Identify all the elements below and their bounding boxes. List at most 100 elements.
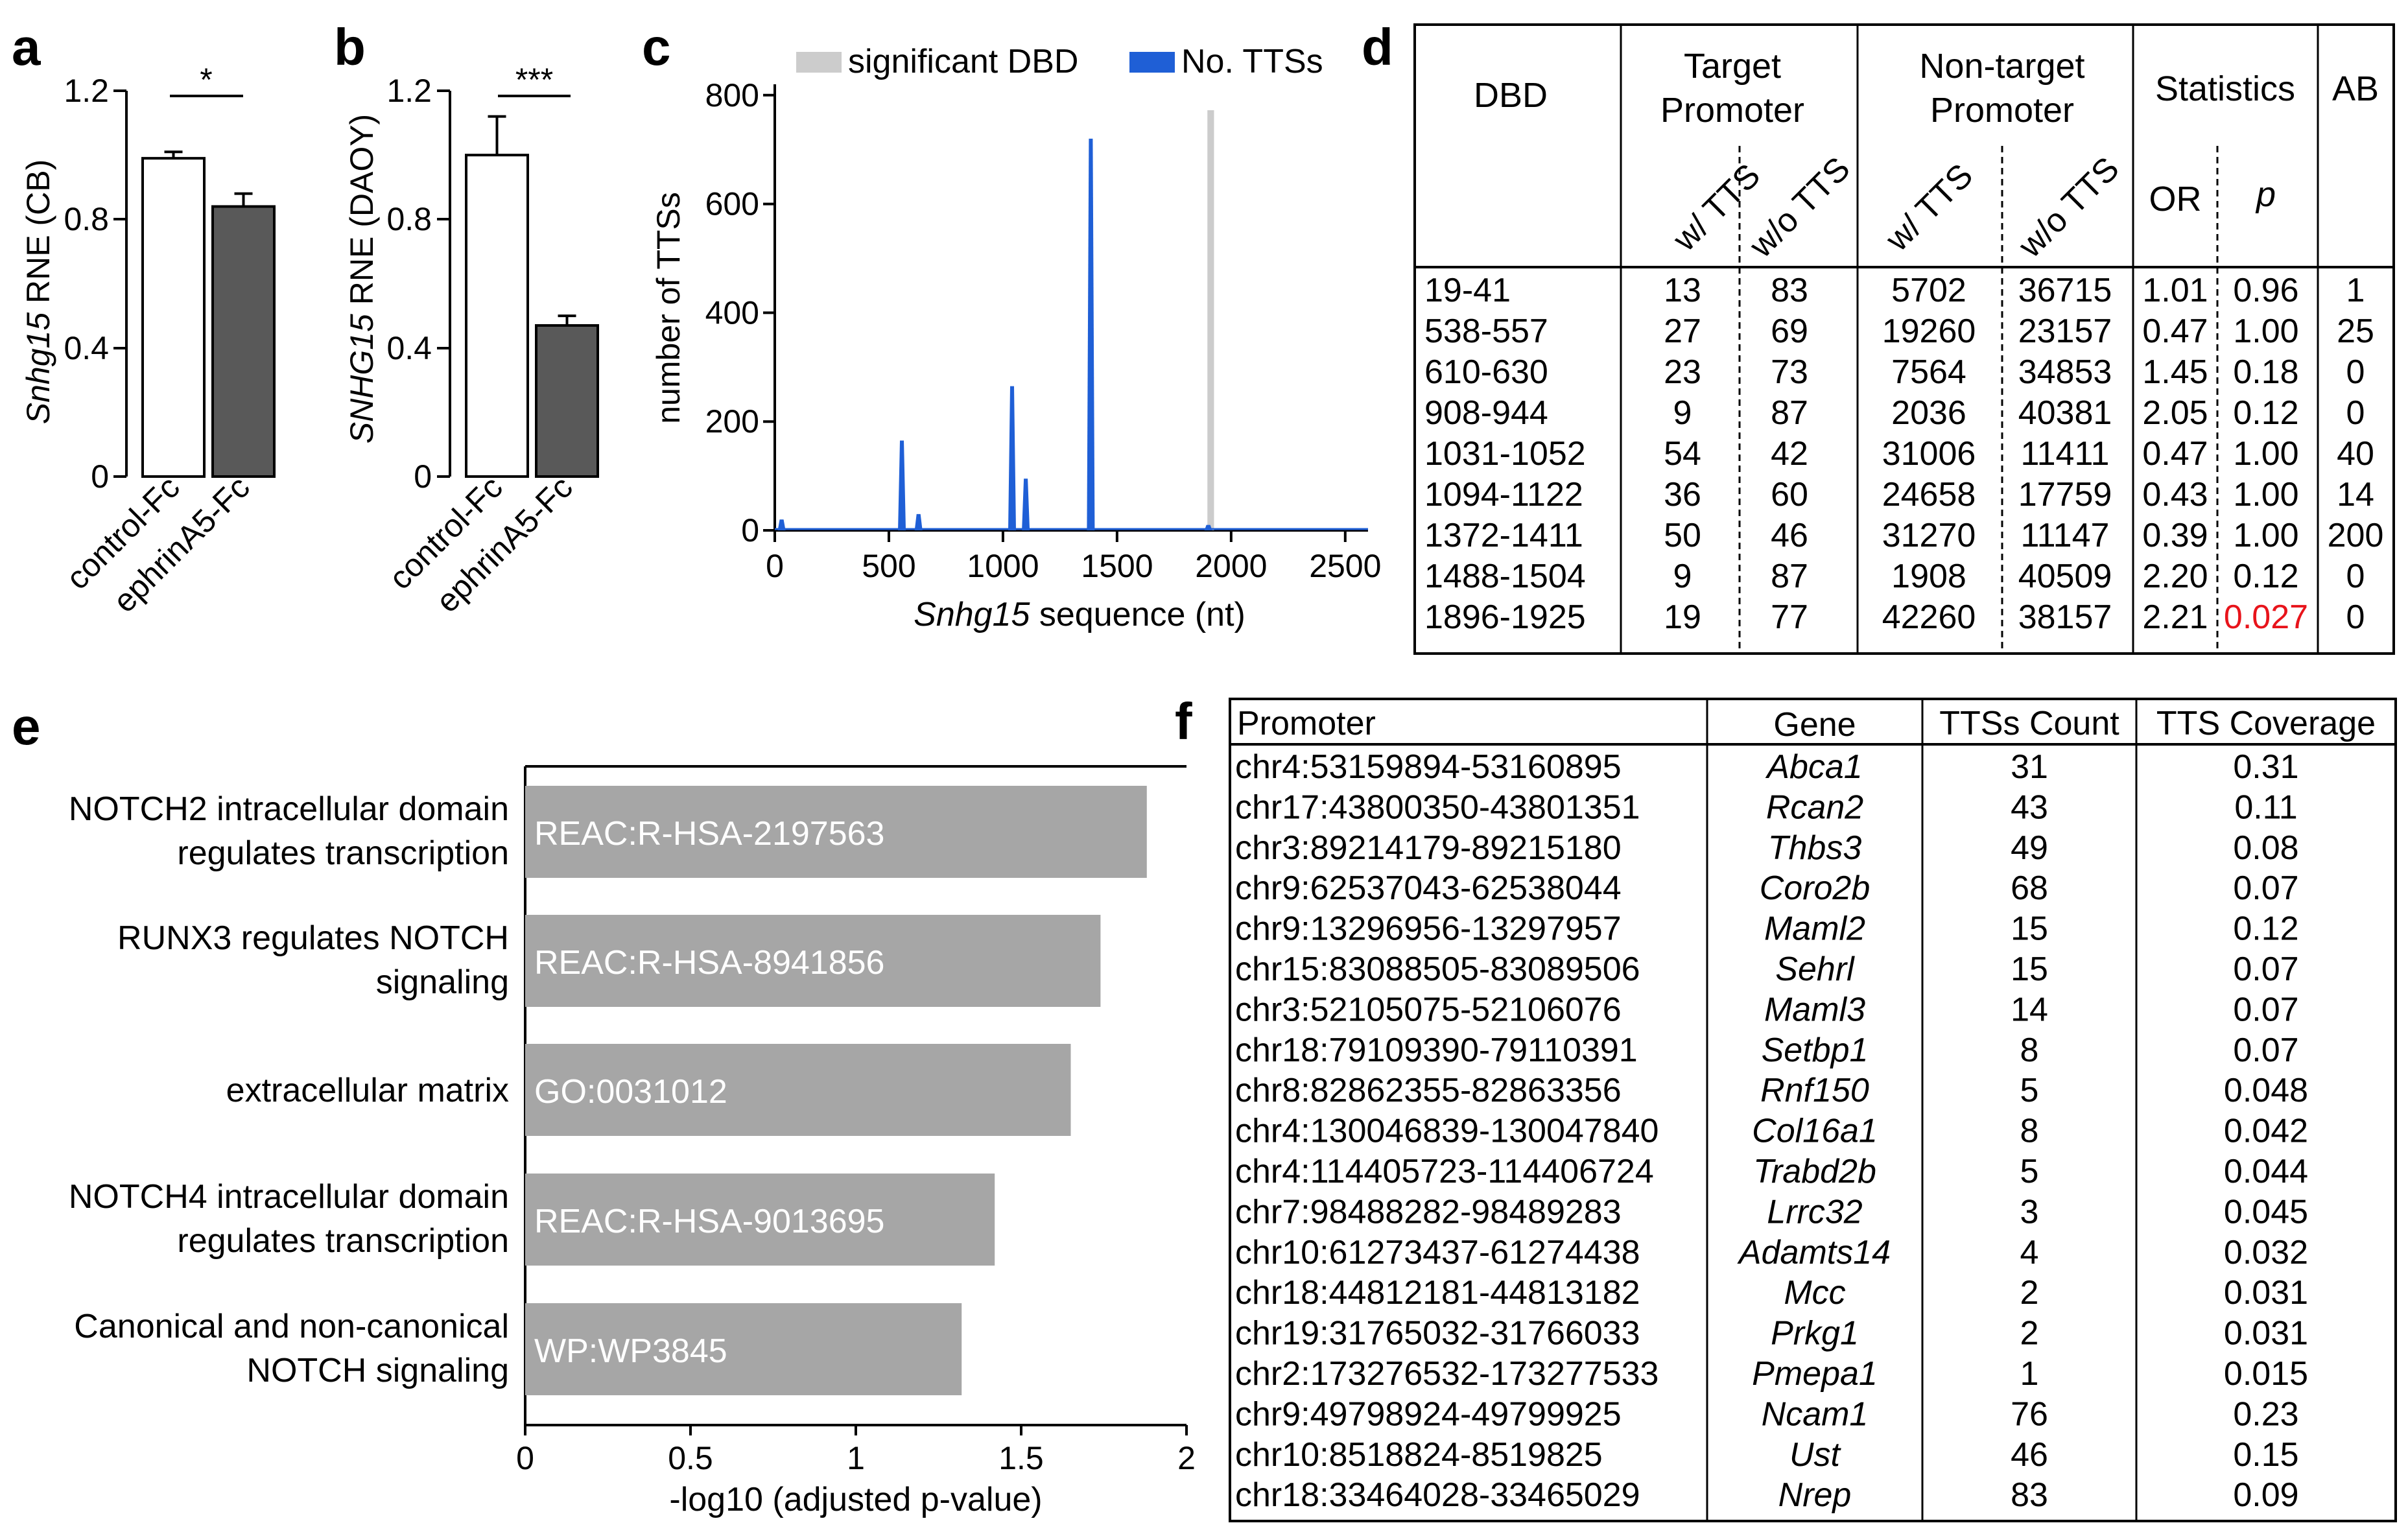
table-d-cell: 87 [1771, 394, 1808, 432]
pathway-bar [525, 1044, 1071, 1136]
table-d-cell: 2.20 [2142, 558, 2208, 595]
table-f-cell: Sehrl [1775, 950, 1855, 988]
pathway-bar [525, 786, 1147, 878]
table-f-cell: Setbp1 [1762, 1032, 1869, 1069]
table-d-cell: 538-557 [1424, 313, 1548, 350]
table-d-cell: 1.45 [2142, 353, 2208, 391]
table-f-cell: 8 [2020, 1113, 2039, 1150]
table-d-cell: 0.12 [2233, 558, 2298, 595]
table-f-cell: chr18:44812181-44813182 [1235, 1274, 1640, 1312]
panel-c-x-tick-label: 2000 [1195, 548, 1267, 584]
table-f-cell: chr2:173276532-173277533 [1235, 1355, 1658, 1393]
table-d-cell: 13 [1664, 272, 1701, 309]
table-d-cell: 38157 [2018, 598, 2112, 636]
table-f-cell: 0.11 [2234, 788, 2297, 826]
table-f-cell: Thbs3 [1768, 829, 1862, 867]
table-d-cell: 60 [1771, 476, 1808, 513]
table-f-cell: 46 [2011, 1436, 2048, 1474]
pathway-label: Canonical and non-canonical [74, 1308, 509, 1345]
table-f-cell: chr19:31765032-31766033 [1235, 1315, 1640, 1352]
table-d-header-target-1: Target [1684, 47, 1781, 86]
panel-c-y-tick-label: 800 [705, 77, 759, 113]
table-f-cell: chr10:61273437-61274438 [1235, 1234, 1640, 1271]
table-f-cell: chr3:89214179-89215180 [1235, 829, 1622, 867]
pathway-id-label: GO:0031012 [534, 1073, 727, 1111]
pathway-bar [525, 1174, 995, 1266]
table-d-cell: 69 [1771, 313, 1808, 350]
table-f-cell: Coro2b [1760, 869, 1871, 907]
table-d-cell: 31270 [1882, 517, 1976, 554]
table-d-header-target-wo-tts: w/o TTS [1742, 150, 1858, 265]
table-d-cell: 46 [1771, 517, 1808, 554]
pathway-bar [525, 1303, 962, 1395]
table-f-cell: 49 [2011, 829, 2048, 867]
panel-c-x-tick-label: 0 [766, 548, 784, 584]
table-d-cell: 25 [2337, 313, 2374, 350]
panel-c-x-tick-label: 500 [862, 548, 915, 584]
panel-a-tick-label: 1.2 [64, 73, 109, 109]
panel-e-x-tick-label: 1 [847, 1440, 865, 1476]
table-f-cell: 8 [2020, 1032, 2039, 1069]
table-f-cell: Nrep [1778, 1476, 1852, 1514]
table-f-cell: Prkg1 [1771, 1315, 1859, 1352]
table-d-cell: 40381 [2018, 394, 2112, 432]
table-d-cell: 19260 [1882, 313, 1976, 350]
table-d-cell: 11411 [2021, 435, 2110, 473]
panel-c-x-tick-label: 2500 [1309, 548, 1381, 584]
panel-b-tick-label: 0.4 [386, 330, 432, 366]
panel-a-ylabel-gene: Snhg15 [20, 313, 56, 425]
panel-e-xlabel: -log10 (adjusted p-value) [669, 1481, 1042, 1518]
panel-letter-b: b [334, 18, 366, 76]
panel-b-significance: *** [515, 62, 553, 98]
table-f-cell: Adamts14 [1737, 1234, 1891, 1271]
legend-label-significant-dbd: significant DBD [848, 43, 1078, 80]
legend-label-no-ttss: No. TTSs [1181, 43, 1323, 80]
panel-letter-c: c [642, 18, 671, 76]
panel-a-bar-control-Fc [141, 157, 206, 478]
table-d-border [1413, 23, 2395, 655]
table-f-cell: 0.07 [2233, 1032, 2298, 1069]
legend-swatch-no-ttss [1129, 52, 1175, 73]
legend-swatch-significant-dbd [796, 52, 842, 73]
table-d-cell: 5702 [1891, 272, 1966, 309]
table-f-cell: chr3:52105075-52106076 [1235, 991, 1622, 1028]
table-d-cell: 2.05 [2142, 394, 2208, 432]
table-d-cell: 9 [1673, 558, 1692, 595]
panel-e-marks: REAC:R-HSA-2197563 NOTCH2 intracellular d… [69, 786, 1196, 1476]
table-d-cell: 1908 [1891, 558, 1966, 595]
pathway-label: NOTCH signaling [246, 1352, 509, 1389]
panel-c-ylabel: number of TTSs [650, 192, 687, 424]
panel-a-ylabel-rest: RNE (CB) [20, 159, 56, 313]
table-f-cell: 0.031 [2224, 1274, 2308, 1312]
table-d-cell: 1094-1122 [1424, 476, 1583, 513]
table-f-cell: 0.045 [2224, 1193, 2308, 1231]
tts-peak [1008, 386, 1016, 530]
table-d-cell: 1.00 [2233, 476, 2298, 513]
table-f-cell: 0.048 [2224, 1072, 2308, 1109]
table-d-cell: 908-944 [1424, 394, 1548, 432]
panel-c-x-tick-label: 1000 [967, 548, 1039, 584]
table-d-cell: 77 [1771, 598, 1808, 636]
table-f-cell: Lrrc32 [1767, 1193, 1862, 1231]
table-f-cell: 15 [2011, 910, 2048, 948]
table-d-cell: 17759 [2018, 476, 2112, 513]
panel-e: e REAC:R-HSA-2197563 NOTCH2 intracellular… [12, 698, 1196, 1518]
table-d-cell: 1896-1925 [1424, 598, 1586, 636]
table-f-cell: Trabd2b [1753, 1153, 1876, 1190]
table-f-cell: Col16a1 [1752, 1113, 1878, 1150]
table-f-cell: chr4:130046839-130047840 [1235, 1113, 1658, 1150]
table-d-header-nontarget-2: Promoter [1930, 91, 2074, 130]
table-d-header-ab: AB [2332, 69, 2379, 108]
panel-b-ylabel-rest: RNE (DAOY) [344, 114, 380, 314]
table-f-cell: chr15:83088505-83089506 [1235, 950, 1640, 988]
table-d-header-nontarget-w-tts: w/ TTS [1878, 157, 1980, 259]
table-f-cell: Rcan2 [1766, 788, 1863, 826]
table-f-cell: Ncam1 [1762, 1395, 1869, 1433]
panel-c-y-tick-label: 200 [705, 403, 759, 440]
table-f-cell: chr7:98488282-98489283 [1235, 1193, 1622, 1231]
table-d-cell: 1.00 [2233, 435, 2298, 473]
table-f-cell: 0.032 [2224, 1234, 2308, 1271]
table-d-cell: 1.01 [2142, 272, 2208, 309]
table-d-cell: 200 [2328, 517, 2384, 554]
